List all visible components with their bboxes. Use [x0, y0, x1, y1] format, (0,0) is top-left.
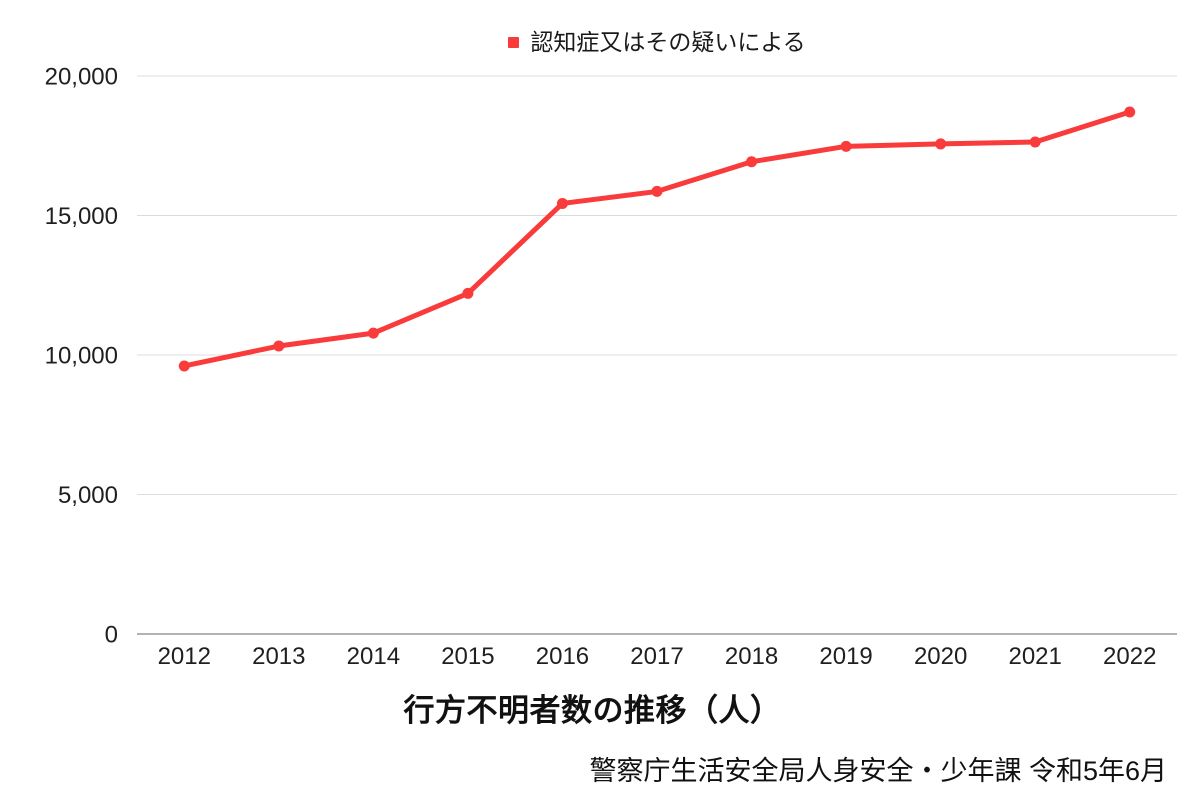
y-axis-tick-label: 0	[105, 622, 118, 649]
data-point	[556, 197, 568, 209]
y-axis-tick-label: 10,000	[45, 343, 118, 370]
data-point	[1029, 136, 1041, 148]
legend-series-label: 認知症又はその疑いによる	[530, 29, 806, 55]
x-axis-tick-label: 2022	[1103, 643, 1156, 670]
chart-legend: 認知症又はその疑いによる	[137, 29, 1177, 55]
x-axis-tick-label: 2015	[441, 643, 494, 670]
x-axis-tick-label: 2021	[1008, 643, 1061, 670]
x-axis-tick-label: 2018	[725, 643, 778, 670]
y-axis-tick-label: 20,000	[45, 64, 118, 91]
y-axis-tick-label: 15,000	[45, 203, 118, 230]
data-line	[181, 109, 1133, 369]
x-axis-tick-label: 2014	[347, 643, 400, 670]
chart-title: 行方不明者数の推移（人）	[403, 693, 782, 728]
data-point	[367, 327, 379, 339]
line-chart: 0 5,000 10,000 15,000 20,000 2012 2013 2014 2015…	[45, 64, 1177, 670]
data-point	[651, 185, 663, 197]
data-point	[746, 156, 758, 168]
data-point	[178, 360, 190, 372]
data-point	[935, 138, 947, 150]
data-point	[273, 340, 285, 352]
data-point	[1124, 106, 1136, 118]
x-axis-tick-label: 2013	[252, 643, 305, 670]
legend-series-marker-icon	[508, 36, 520, 48]
data-point	[462, 287, 474, 299]
x-axis-tick-label: 2019	[819, 643, 872, 670]
data-point	[840, 140, 852, 152]
x-axis-tick-label: 2017	[630, 643, 683, 670]
chart-source-caption: 警察庁生活安全局人身安全・少年課 令和5年6月	[589, 756, 1167, 786]
x-axis-tick-label: 2012	[158, 643, 211, 670]
x-axis-tick-label: 2020	[914, 643, 967, 670]
x-axis-tick-label: 2016	[536, 643, 589, 670]
y-axis-tick-label: 5,000	[58, 482, 118, 509]
